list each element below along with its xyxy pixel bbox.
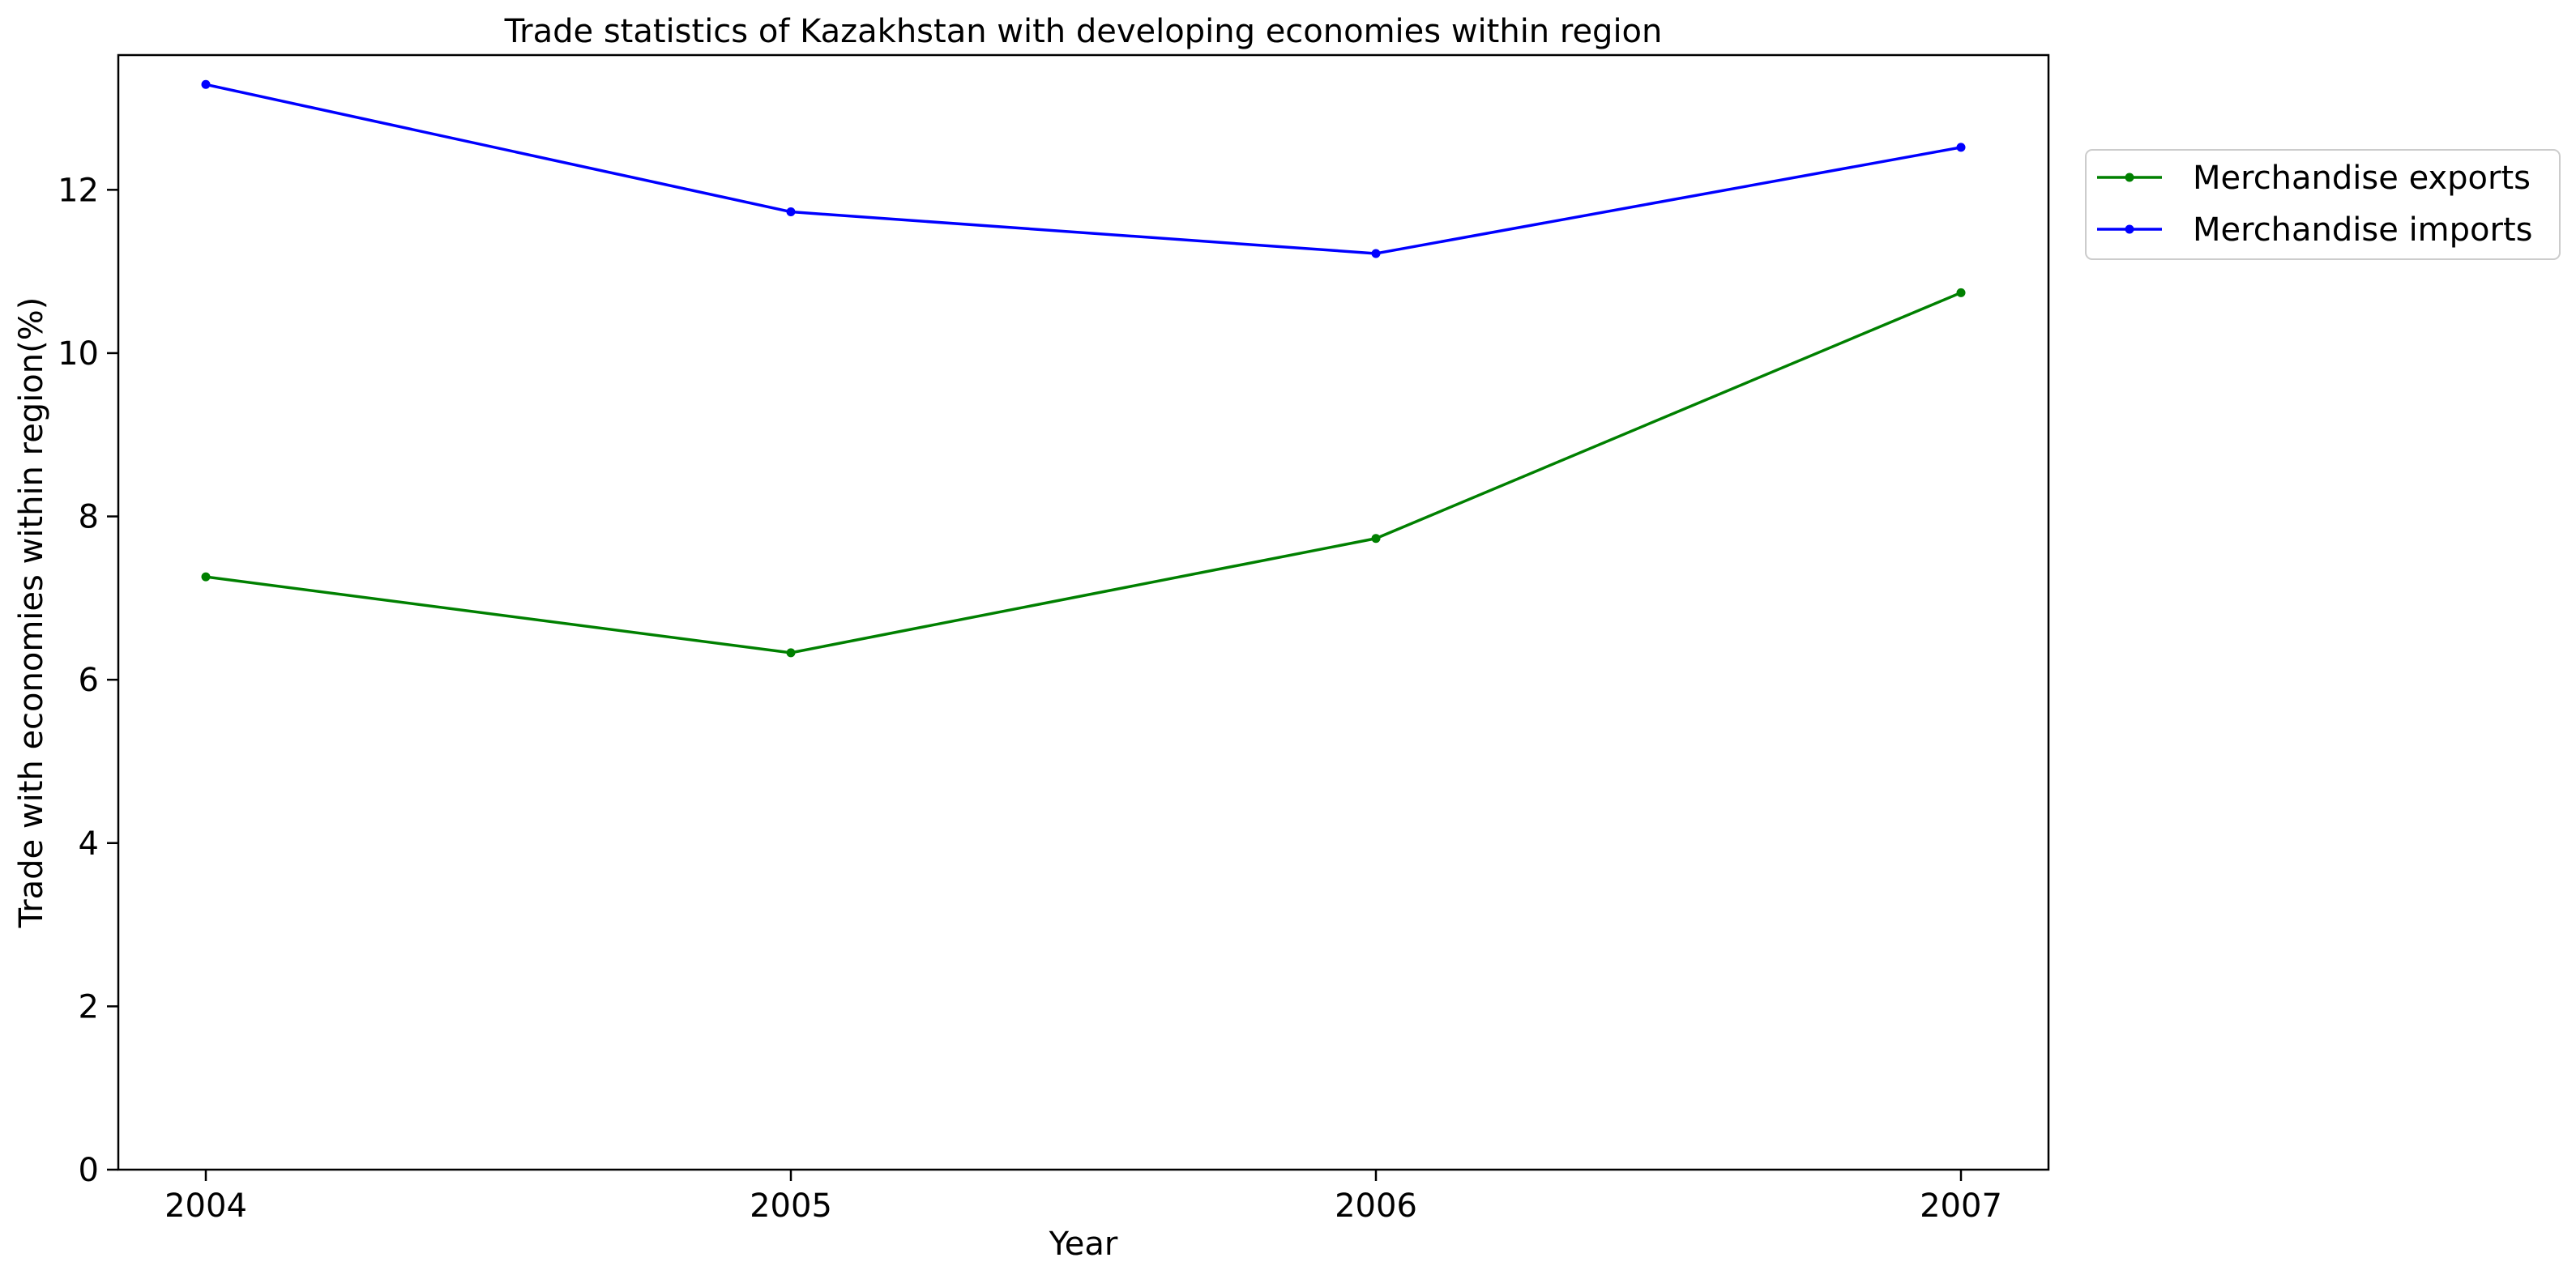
legend-marker-merchandise-imports <box>2125 224 2134 234</box>
series-line-merchandise-exports <box>205 291 1962 654</box>
data-point-merchandise-imports <box>1371 249 1381 258</box>
x-axis-label: Year <box>1049 1226 1118 1263</box>
legend: Merchandise exports Merchandise imports <box>2085 149 2561 260</box>
y-tick-label: 8 <box>79 499 99 536</box>
y-tick-label: 10 <box>58 335 99 373</box>
data-point-merchandise-exports <box>1956 288 1966 297</box>
y-tick-label: 2 <box>79 988 99 1025</box>
y-tick-label: 6 <box>79 662 99 699</box>
x-axis: 2004 2005 2006 2007 <box>164 1170 2002 1225</box>
legend-label-merchandise-imports: Merchandise imports <box>2193 211 2532 249</box>
x-tick-label: 2007 <box>1920 1187 2002 1225</box>
data-point-merchandise-exports <box>1371 534 1381 544</box>
plot-area-frame <box>117 53 2050 1171</box>
data-point-merchandise-imports <box>1956 143 1966 152</box>
x-tick-label: 2004 <box>164 1187 247 1225</box>
legend-label-merchandise-exports: Merchandise exports <box>2193 160 2531 197</box>
x-tick-label: 2005 <box>750 1187 832 1225</box>
series-line-merchandise-imports <box>205 83 1962 255</box>
legend-box <box>2085 149 2561 260</box>
data-point-merchandise-imports <box>201 79 211 89</box>
y-tick-label: 12 <box>58 172 99 209</box>
y-tick-label: 0 <box>79 1152 99 1189</box>
x-tick-label: 2006 <box>1335 1187 1417 1225</box>
y-axis: 0 2 4 6 8 10 12 <box>58 172 118 1189</box>
y-axis-label: Trade with economies within region(%) <box>13 297 50 929</box>
data-point-merchandise-exports <box>201 572 211 582</box>
y-tick-label: 4 <box>79 825 99 863</box>
legend-marker-merchandise-exports <box>2125 173 2134 182</box>
chart-title: Trade statistics of Kazakhstan with deve… <box>504 13 1663 50</box>
data-point-merchandise-imports <box>786 207 796 217</box>
series-layer <box>201 79 1966 658</box>
data-point-merchandise-exports <box>786 648 796 658</box>
